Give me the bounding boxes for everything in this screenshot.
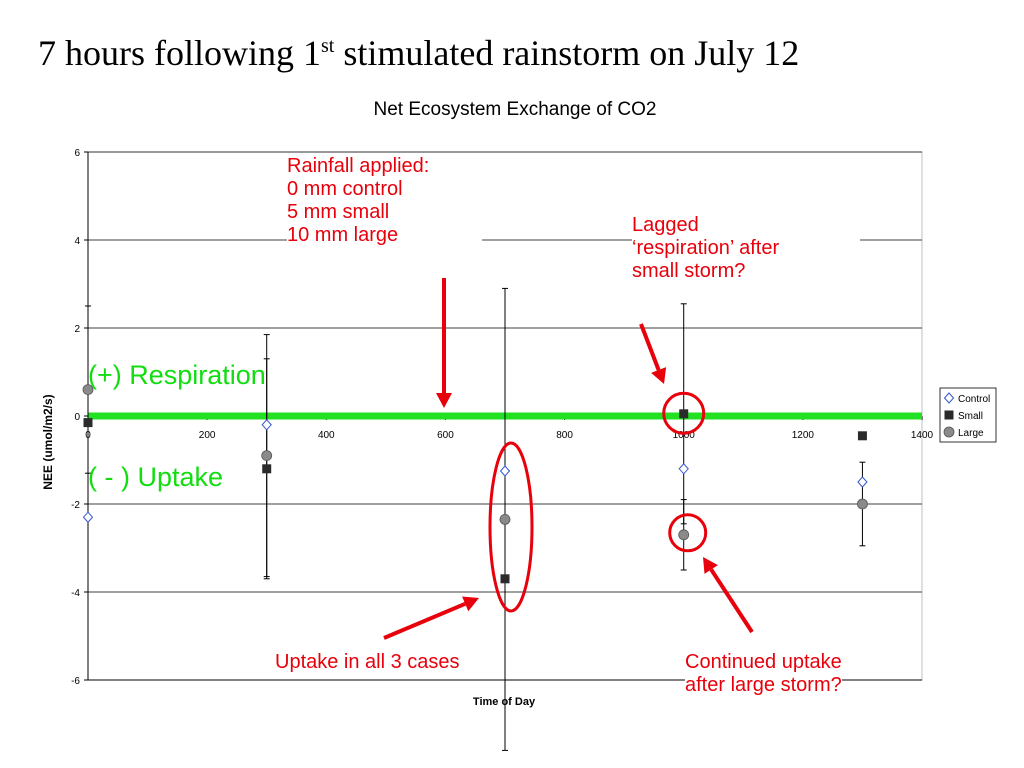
- legend-label-large: Large: [958, 428, 984, 439]
- data-point-control: [82, 511, 94, 523]
- data-point-control: [678, 463, 689, 475]
- y-tick-label: 0: [74, 412, 80, 423]
- x-tick-label: 600: [437, 430, 454, 441]
- x-tick-label: 800: [556, 430, 573, 441]
- data-point-small: [83, 418, 93, 428]
- data-point-large: [857, 498, 868, 510]
- chart-title: Net Ecosystem Exchange of CO2: [373, 99, 656, 120]
- y-tick-label: -2: [71, 500, 80, 511]
- y-tick-label: 6: [74, 148, 80, 159]
- continued-uptake-highlight-circle: [668, 513, 708, 553]
- slide-title-main: 7 hours following 1: [38, 33, 321, 73]
- y-axis-label: NEE (umol/m2/s): [41, 394, 55, 489]
- legend-marker-large: [943, 426, 955, 438]
- data-point-large: [499, 514, 511, 525]
- data-point-large: [261, 450, 273, 462]
- y-tick-label: -6: [71, 676, 80, 687]
- legend-marker-small: [944, 410, 954, 420]
- legend: Control Small Large: [939, 387, 997, 443]
- x-tick-label: 200: [199, 430, 216, 441]
- data-point-small: [500, 574, 510, 584]
- legend-label-small: Small: [958, 411, 983, 422]
- data-point-control: [261, 419, 272, 431]
- data-point-small: [679, 409, 689, 419]
- x-tick-label: 1200: [792, 430, 815, 441]
- rainfall-arrow: [436, 278, 452, 408]
- uptake-all-annotation: Uptake in all 3 cases: [275, 651, 460, 674]
- data-point-large: [678, 529, 690, 541]
- legend-label-control: Control: [958, 394, 990, 405]
- data-point-small: [262, 464, 272, 474]
- y-tick-label: 2: [74, 324, 80, 335]
- y-tick-label: -4: [71, 588, 80, 599]
- lagged-respiration-annotation: Lagged ‘respiration’ after small storm?: [632, 214, 860, 283]
- slide-title-rest: stimulated rainstorm on July 12: [334, 33, 800, 73]
- rainfall-annotation: Rainfall applied: 0 mm control 5 mm smal…: [287, 155, 482, 247]
- data-point-large: [82, 384, 94, 396]
- legend-marker-control: [943, 392, 955, 404]
- continued-uptake-annotation: Continued uptake after large storm?: [685, 651, 842, 697]
- data-point-control: [499, 465, 511, 477]
- x-tick-label: 1400: [911, 430, 934, 441]
- uptake-zone-label: ( - ) Uptake: [88, 462, 224, 492]
- lagged-arrow: [639, 323, 667, 384]
- slide-title: 7 hours following 1st stimulated rainsto…: [38, 32, 799, 74]
- uptake-all-arrow: [383, 596, 479, 640]
- y-tick-label: 4: [74, 236, 80, 247]
- data-point-small: [857, 431, 867, 441]
- slide-title-superscript: st: [321, 35, 335, 57]
- x-axis-label: Time of Day: [473, 696, 536, 708]
- respiration-zone-label: (+) Respiration: [88, 360, 266, 390]
- x-tick-label: 400: [318, 430, 335, 441]
- uptake-all-highlight-ellipse: [488, 441, 534, 613]
- continued-uptake-arrow: [703, 557, 754, 634]
- data-point-control: [857, 476, 868, 488]
- lagged-respiration-highlight-circle: [662, 391, 706, 435]
